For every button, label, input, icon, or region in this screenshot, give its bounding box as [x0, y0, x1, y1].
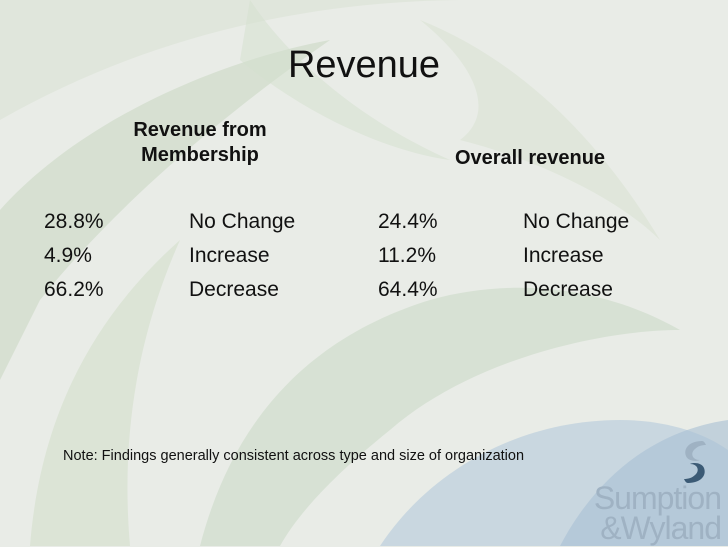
- membership-pct-no-change: 28.8%: [44, 210, 104, 233]
- overall-label-increase: Increase: [523, 244, 604, 267]
- membership-label-no-change: No Change: [189, 210, 296, 233]
- overall-column-header: Overall revenue: [454, 147, 606, 169]
- sumption-wyland-logo: Sumption &Wyland: [585, 438, 725, 546]
- membership-column-header: Revenue from Membership: [133, 119, 267, 166]
- logo-line-2: &Wyland: [600, 510, 722, 546]
- overall-pct-decrease: 64.4%: [378, 278, 438, 301]
- overall-pct-no-change: 24.4%: [378, 210, 438, 233]
- slide-title: Revenue: [287, 44, 441, 86]
- overall-label-no-change: No Change: [523, 210, 630, 233]
- membership-label-increase: Increase: [189, 244, 270, 267]
- membership-label-decrease: Decrease: [189, 278, 279, 301]
- overall-pct-increase: 11.2%: [378, 244, 436, 267]
- overall-label-decrease: Decrease: [523, 278, 613, 301]
- membership-pct-increase: 4.9%: [44, 244, 92, 267]
- logo-line-1: Sumption: [593, 480, 722, 516]
- logo-mark-icon: [684, 441, 706, 483]
- membership-pct-decrease: 66.2%: [44, 278, 104, 301]
- findings-note: Note: Findings generally consistent acro…: [63, 448, 525, 464]
